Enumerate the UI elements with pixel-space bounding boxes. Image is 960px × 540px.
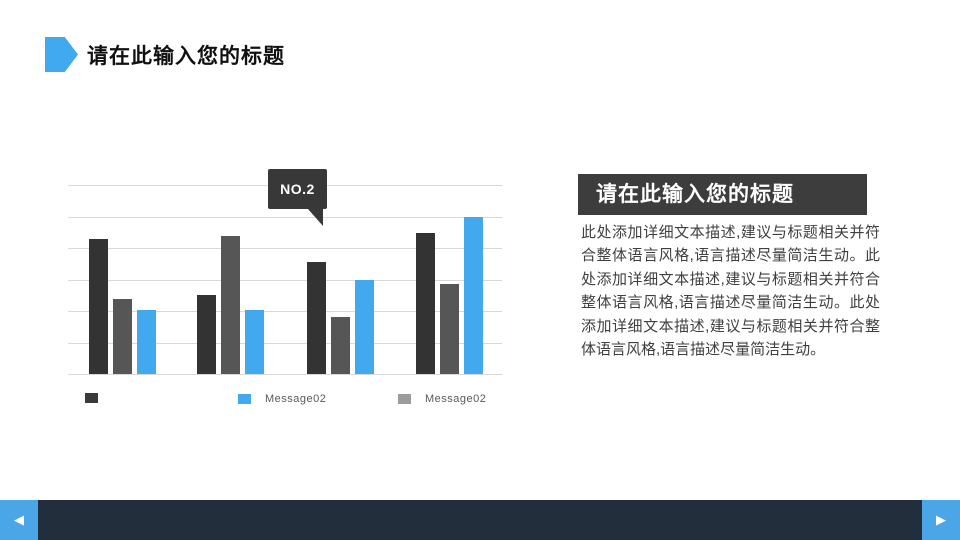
callout-tail	[308, 209, 323, 226]
bar-group-3	[307, 262, 374, 374]
bar-series2-group1	[113, 298, 132, 374]
prev-slide-button[interactable]: ◀	[0, 500, 38, 540]
legend-item-2: Message02	[238, 393, 326, 405]
legend-label: Message02	[425, 393, 487, 405]
gridline	[68, 311, 502, 313]
bar-group-2	[197, 235, 264, 374]
legend-swatch-icon	[398, 394, 411, 404]
slide-title-block: 请在此输入您的标题	[45, 37, 285, 72]
bar-series3-group3	[355, 279, 374, 374]
callout-label: NO.2	[280, 181, 315, 197]
bar-series2-group2	[221, 235, 240, 374]
bar-group-4	[416, 216, 483, 374]
bar-group-1	[89, 238, 156, 374]
bar-chart	[68, 155, 502, 375]
panel-body-text: 此处添加详细文本描述,建议与标题相关并符合整体语言风格,语言描述尽量简洁生动。此…	[581, 224, 880, 359]
slide-title: 请在此输入您的标题	[87, 44, 285, 68]
gridline	[68, 342, 502, 344]
panel-title: 请在此输入您的标题	[596, 183, 794, 206]
x-axis-baseline	[68, 374, 502, 375]
bar-series1-group2	[197, 295, 216, 374]
legend-item-1	[85, 393, 98, 403]
bar-series1-group4	[416, 232, 435, 374]
bar-series1-group1	[89, 238, 108, 374]
legend-swatch-icon	[85, 393, 98, 403]
legend-item-3: Message02	[398, 393, 486, 405]
bar-series2-group4	[440, 284, 459, 374]
bar-series1-group3	[307, 262, 326, 374]
arrow-left-icon: ◀	[14, 512, 24, 528]
bar-series3-group2	[245, 309, 264, 374]
gridline	[68, 216, 502, 218]
title-accent-arrow-shape	[45, 37, 78, 72]
arrow-right-icon: ▶	[936, 512, 946, 528]
gridline	[68, 279, 502, 281]
bar-series3-group4	[464, 216, 483, 374]
bar-series2-group3	[331, 317, 350, 374]
legend-swatch-icon	[238, 394, 251, 404]
legend-label: Message02	[265, 393, 327, 405]
callout-bubble: NO.2	[268, 169, 327, 226]
panel-title-box: 请在此输入您的标题	[578, 174, 867, 215]
bottom-nav-bar: ◀ ▶	[0, 500, 960, 540]
next-slide-button[interactable]: ▶	[922, 500, 960, 540]
gridline	[68, 248, 502, 250]
bar-series3-group1	[137, 309, 156, 374]
